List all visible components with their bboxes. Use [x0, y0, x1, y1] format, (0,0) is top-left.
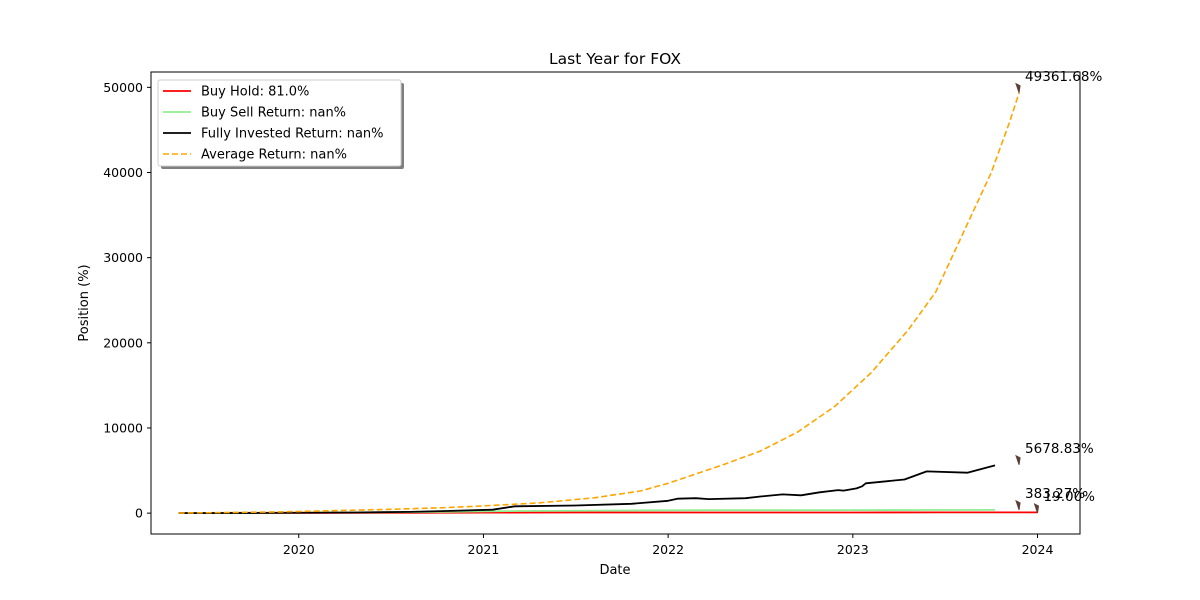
annotation-label: 19.00%	[1044, 489, 1096, 505]
legend-label: Fully Invested Return: nan%	[201, 127, 384, 142]
chart-title: Last Year for FOX	[549, 50, 681, 68]
x-axis-label: Date	[599, 563, 630, 578]
annotations: 49361.68% 5678.83% 383.27%19.00%	[1015, 69, 1102, 514]
plot-area	[178, 92, 1038, 514]
legend-items: Buy Hold: 81.0% Buy Sell Return: nan% Full…	[163, 85, 384, 163]
y-tick-label: 20000	[103, 335, 143, 350]
legend-label: Buy Hold: 81.0%	[201, 85, 309, 100]
annotation-label: 383.27%	[1025, 486, 1085, 502]
y-tick-label: 0	[135, 506, 143, 521]
legend-label: Buy Sell Return: nan%	[201, 106, 346, 121]
annotation-label: 5678.83%	[1025, 441, 1094, 457]
y-tick-label: 40000	[103, 165, 143, 180]
annotation-arrow	[1015, 499, 1021, 511]
series-line-3	[178, 92, 1020, 514]
x-axis: 2020 2021 2022 2023 2024	[283, 534, 1054, 557]
x-tick-label: 2023	[837, 542, 869, 557]
y-axis-label: Position (%)	[77, 264, 92, 341]
y-tick-label: 30000	[103, 250, 143, 265]
legend-box	[157, 79, 402, 167]
y-axis: 0 10000 20000 30000 40000 50000	[103, 80, 151, 521]
y-tick-label: 50000	[103, 80, 143, 95]
y-tick-label: 10000	[103, 420, 143, 435]
series-line-2	[178, 464, 996, 514]
legend: Buy Hold: 81.0% Buy Sell Return: nan% Full…	[157, 79, 404, 169]
x-tick-label: 2022	[652, 542, 684, 557]
plot-frame	[150, 71, 1081, 535]
annotation-label: 49361.68%	[1025, 69, 1102, 85]
x-tick-label: 2021	[468, 542, 500, 557]
annotation-arrow	[1033, 502, 1040, 514]
x-tick-label: 2024	[1022, 542, 1054, 557]
annotation-arrow	[1015, 454, 1021, 465]
x-tick-label: 2020	[283, 542, 315, 557]
annotation-arrow	[1015, 82, 1021, 93]
legend-label: Average Return: nan%	[201, 148, 347, 163]
